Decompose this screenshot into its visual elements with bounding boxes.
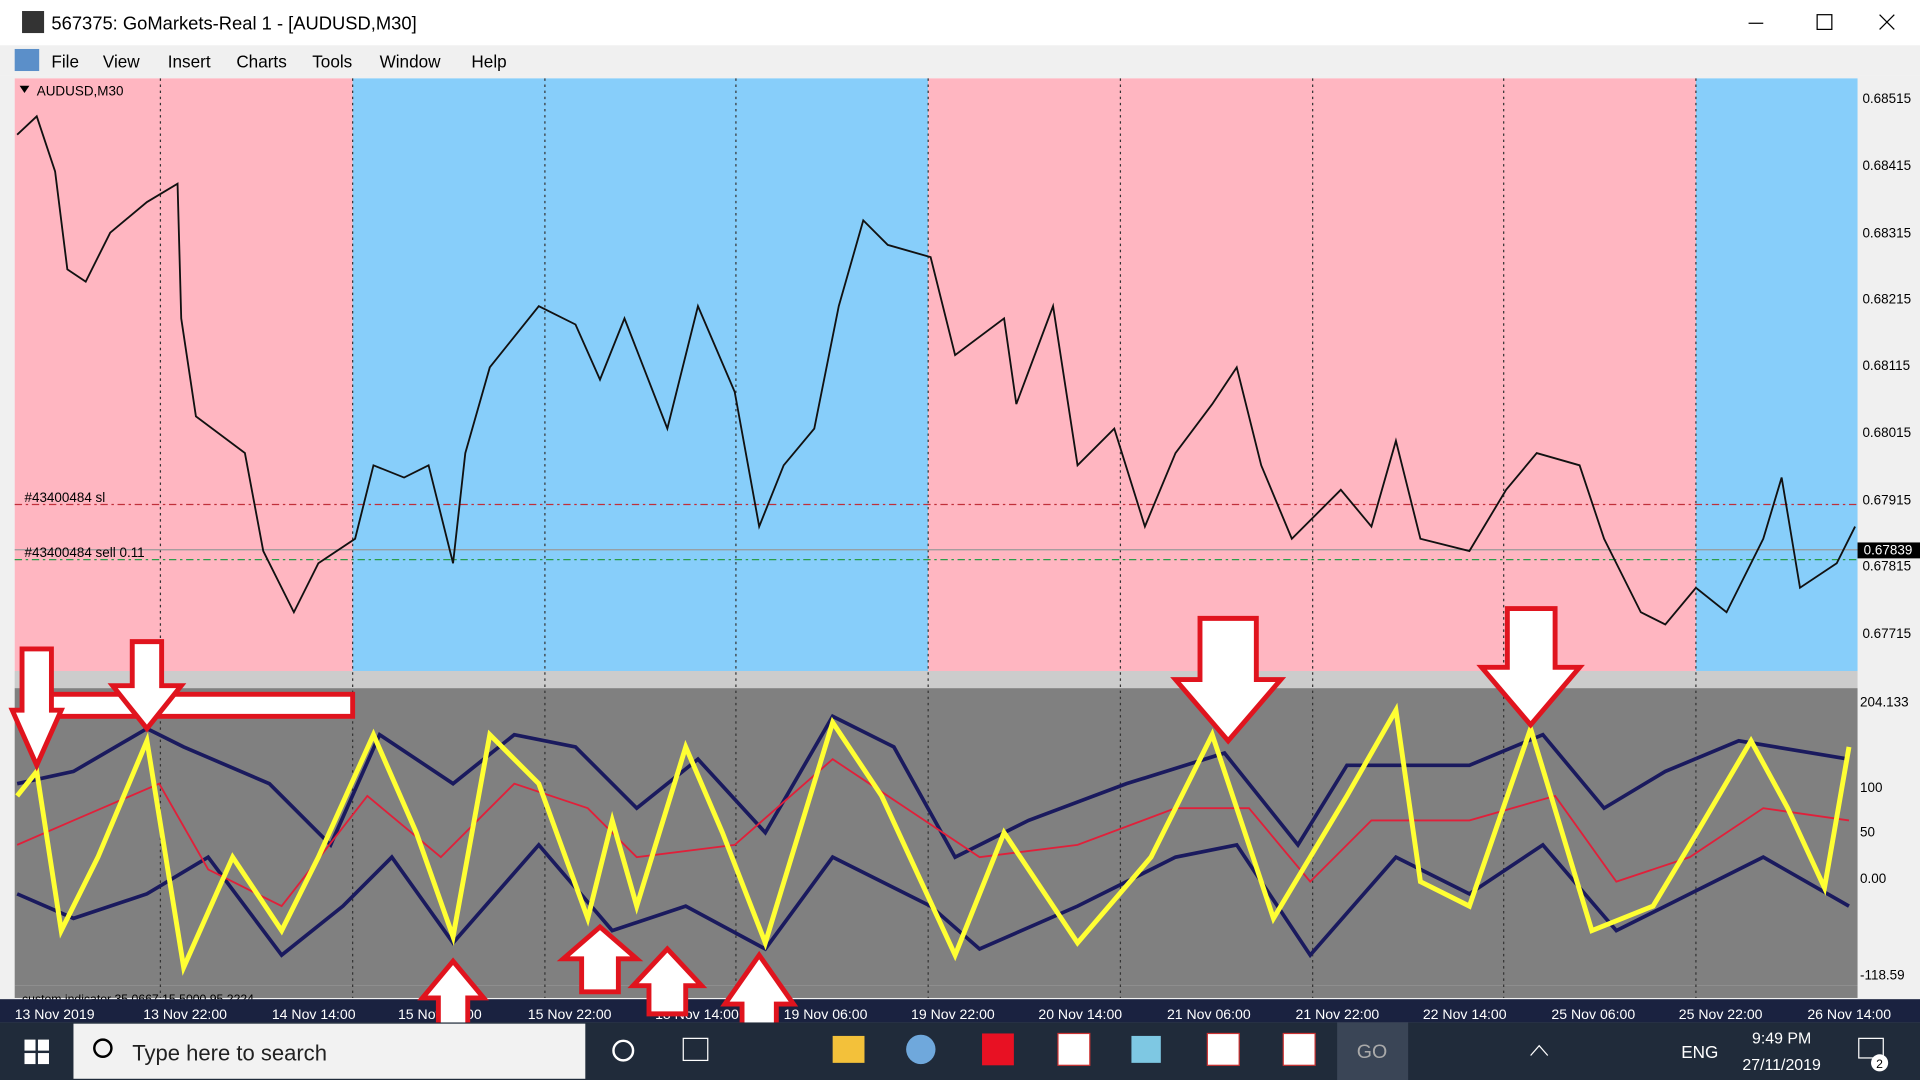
search-placeholder: Type here to search — [132, 1040, 327, 1065]
price-tick-label: 0.68515 — [1862, 91, 1911, 106]
time-label: 21 Nov 06:00 — [1167, 1006, 1251, 1022]
price-tick-label: 0.68215 — [1862, 292, 1911, 307]
close-button[interactable] — [1879, 14, 1895, 30]
down-arrow — [107, 639, 187, 733]
sl-label: #43400484 sl — [24, 490, 105, 505]
menu-item[interactable]: View — [103, 51, 140, 71]
notification-badge — [1871, 1054, 1889, 1072]
annotation-bar — [40, 691, 356, 719]
window-title: 567375: GoMarkets-Real 1 - [AUDUSD,M30] — [51, 12, 416, 33]
menu-bar — [0, 45, 1920, 76]
price-tick-label: 0.67915 — [1862, 492, 1911, 507]
search-icon — [93, 1038, 113, 1058]
indicator-panel — [14, 688, 1858, 986]
price-tick-label: 0.67815 — [1862, 559, 1911, 574]
tray-expand[interactable] — [1530, 1044, 1549, 1056]
menu-icon — [14, 48, 40, 72]
collapse-icon[interactable] — [19, 85, 30, 94]
price-tick-label: 0.67715 — [1862, 626, 1911, 641]
price-series — [16, 114, 1856, 626]
down-arrow — [8, 646, 65, 772]
axis-labels: 0.68515 0.68415 0.68315 0.68215 0.68115 0.680… — [1860, 91, 1911, 983]
paint-icon[interactable] — [906, 1034, 936, 1065]
middle-line — [16, 758, 1850, 908]
separator-strip — [14, 671, 1858, 689]
clock-time[interactable]: 9:49 PM — [1752, 1030, 1811, 1047]
up-arrow — [556, 923, 644, 995]
indicator-tick-label: 50 — [1860, 824, 1875, 839]
time-label: 19 Nov 06:00 — [784, 1006, 868, 1022]
blue-band — [352, 78, 929, 672]
menu-item[interactable]: Tools — [312, 51, 352, 71]
excel-icon[interactable] — [1282, 1032, 1316, 1066]
title-bar — [0, 0, 1920, 46]
down-arrow — [1170, 615, 1287, 745]
excel-icon[interactable] — [1057, 1032, 1091, 1066]
indicator-tick-label: 100 — [1860, 780, 1882, 795]
price-tick-label: 0.68115 — [1862, 358, 1910, 373]
gomarkets-task[interactable] — [1337, 1022, 1409, 1080]
price-tick-label: 0.68415 — [1862, 158, 1911, 173]
menu-item[interactable]: Charts — [236, 51, 286, 71]
time-label: 13 Nov 2019 — [15, 1006, 95, 1022]
search-box[interactable] — [73, 1023, 586, 1079]
time-axis — [0, 999, 1920, 1023]
maximize-button[interactable] — [1816, 14, 1833, 30]
time-label: 15 Nov 22:00 — [528, 1006, 612, 1022]
down-arrow — [1476, 606, 1585, 729]
menu-items: File View Insert Charts Tools Window Help — [51, 51, 506, 71]
indicator-tick-label: 204.133 — [1860, 695, 1909, 710]
time-label: 13 Nov 22:00 — [143, 1006, 227, 1022]
notification-count: 2 — [1876, 1057, 1883, 1071]
menu-item[interactable]: File — [51, 51, 79, 71]
menu-item[interactable]: Insert — [168, 51, 211, 71]
time-label: 25 Nov 06:00 — [1551, 1006, 1635, 1022]
upper-band — [16, 713, 1850, 860]
excel-icon[interactable] — [1206, 1032, 1240, 1066]
task-view-button[interactable] — [682, 1037, 709, 1062]
annotations — [8, 606, 1585, 1074]
time-label: 26 Nov 14:00 — [1807, 1006, 1891, 1022]
cortana-button[interactable] — [612, 1039, 635, 1062]
time-label: 14 Nov 14:00 — [272, 1006, 356, 1022]
start-button[interactable] — [24, 1039, 49, 1065]
indicator-strip — [14, 985, 1858, 998]
order-label: #43400484 sell 0.11 — [24, 545, 144, 560]
app-icon — [22, 11, 45, 34]
app-icon[interactable] — [1131, 1035, 1161, 1063]
clock-date[interactable]: 27/11/2019 — [1742, 1057, 1821, 1074]
up-arrow — [627, 945, 708, 1017]
oscillator-line — [15, 702, 1852, 976]
notification-button[interactable] — [1858, 1037, 1884, 1059]
menu-item[interactable]: Help — [471, 51, 506, 71]
price-tick-label: 0.68315 — [1862, 226, 1911, 241]
blue-band — [1695, 78, 1858, 672]
time-label: 19 Nov 22:00 — [911, 1006, 995, 1022]
price-tick-label: 0.68015 — [1862, 425, 1911, 440]
current-price: 0.67839 — [1864, 543, 1913, 558]
time-label: 21 Nov 22:00 — [1296, 1006, 1380, 1022]
time-label: 20 Nov 14:00 — [1038, 1006, 1122, 1022]
pink-band — [14, 78, 353, 672]
brave-icon[interactable] — [982, 1033, 1014, 1066]
time-labels: 13 Nov 2019 13 Nov 22:00 14 Nov 14:00 15 No… — [15, 1006, 1892, 1022]
lower-band — [16, 842, 1850, 959]
explorer-icon[interactable] — [832, 1035, 865, 1063]
gomarkets-icon: GO — [1357, 1041, 1387, 1063]
symbol-label: AUDUSD,M30 — [37, 84, 124, 99]
indicator-tick-label: 0.00 — [1860, 871, 1886, 886]
language[interactable]: ENG — [1681, 1042, 1718, 1062]
menu-item[interactable]: Window — [380, 51, 442, 71]
indicator-tick-label: -118.59 — [1860, 968, 1905, 983]
current-price-box — [1857, 542, 1920, 559]
time-label: 22 Nov 14:00 — [1423, 1006, 1507, 1022]
time-label: 25 Nov 22:00 — [1679, 1006, 1763, 1022]
